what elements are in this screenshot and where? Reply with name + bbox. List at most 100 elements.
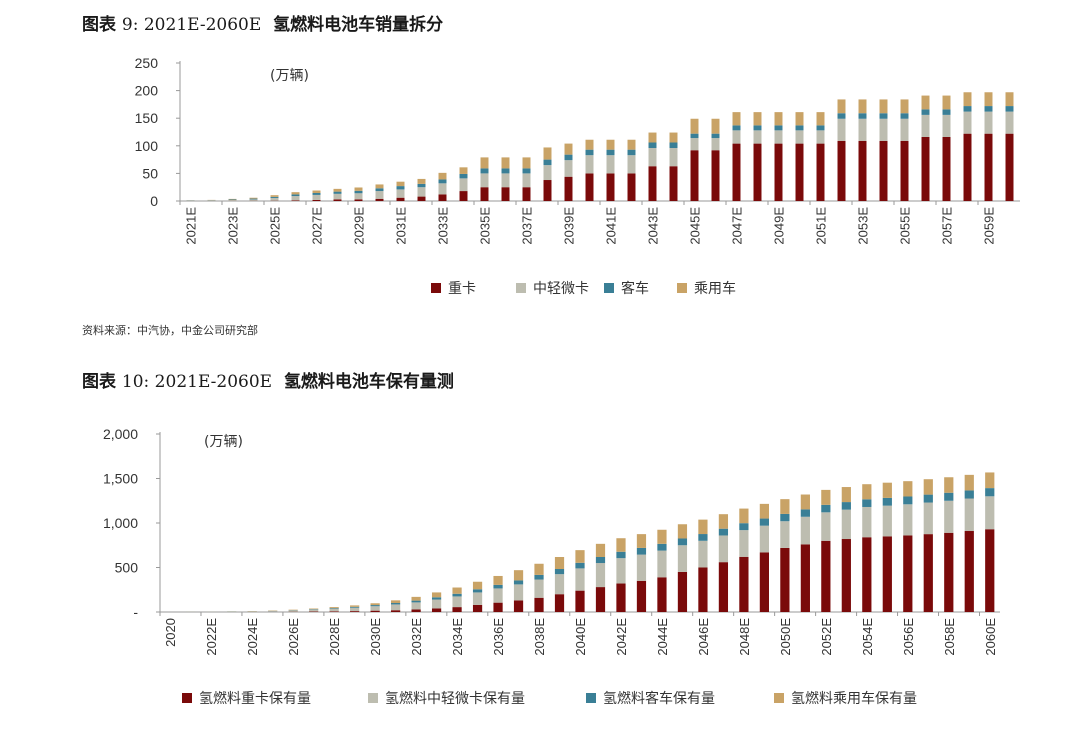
bar-segment-3 <box>543 159 552 166</box>
bar-segment-4 <box>431 592 442 598</box>
bar-segment-2 <box>985 496 995 530</box>
bar-segment-2 <box>228 200 237 201</box>
legend-label-4: 氢燃料乘用车保有量 <box>791 690 917 707</box>
y-tick-label: 150 <box>135 110 159 126</box>
bar-segment-2 <box>942 114 951 137</box>
bar-segment-4 <box>595 543 606 557</box>
x-tick-label: 2042E <box>614 618 629 656</box>
bar-segment-3 <box>534 574 544 580</box>
bar-segment-1 <box>759 552 769 612</box>
bar-segment-1 <box>375 198 384 201</box>
bar-segment-1 <box>858 140 867 201</box>
bar-segment-3 <box>585 149 594 156</box>
bar-segment-1 <box>795 143 804 201</box>
x-tick-label: 2031E <box>394 207 409 245</box>
bar-segment-4 <box>923 479 933 495</box>
bar-segment-4 <box>575 550 585 563</box>
bar-segment-1 <box>312 199 321 201</box>
bar-segment-3 <box>350 606 360 608</box>
bar-segment-4 <box>249 197 258 199</box>
x-tick-label: 2028E <box>327 618 342 656</box>
bar-segment-2 <box>452 596 462 608</box>
bar-segment-4 <box>739 508 749 524</box>
bar-segment-1 <box>616 583 626 612</box>
bar-segment-4 <box>493 575 503 585</box>
x-tick-label: 2038E <box>532 618 547 656</box>
bar-segment-3 <box>698 534 708 541</box>
bar-segment-3 <box>312 193 321 195</box>
bar-segment-4 <box>903 481 913 497</box>
legend-swatch-1 <box>182 693 192 703</box>
bar-segment-1 <box>780 547 790 612</box>
bar-segment-3 <box>396 186 405 190</box>
bar-segment-1 <box>627 173 636 201</box>
bar-segment-4 <box>837 99 846 114</box>
bar-segment-1 <box>459 191 468 201</box>
bar-segment-2 <box>564 160 573 177</box>
bar-segment-1 <box>534 597 544 612</box>
bar-segment-1 <box>964 531 974 612</box>
bar-segment-4 <box>648 132 657 143</box>
bar-segment-3 <box>493 584 503 589</box>
bar-segment-2 <box>963 111 972 134</box>
y-tick-label: 500 <box>115 560 139 576</box>
bar-segment-4 <box>780 499 790 514</box>
bar-segment-3 <box>795 125 804 131</box>
bar-segment-2 <box>595 563 606 588</box>
x-tick-label: 2040E <box>573 618 588 656</box>
bar-segment-4 <box>472 581 483 590</box>
bar-segment-2 <box>690 138 699 151</box>
bar-segment-1 <box>513 600 524 612</box>
bar-segment-4 <box>291 192 300 195</box>
bar-segment-4 <box>606 139 615 150</box>
x-tick-label: 2035E <box>478 207 493 245</box>
bar-segment-3 <box>459 173 468 179</box>
bar-segment-1 <box>774 143 783 201</box>
bar-segment-1 <box>821 540 831 612</box>
bar-segment-3 <box>391 603 401 605</box>
bar-segment-2 <box>391 604 401 611</box>
bar-segment-1 <box>921 136 930 201</box>
bar-segment-4 <box>375 184 384 189</box>
legend-label-1: 重卡 <box>448 281 476 297</box>
bar-segment-3 <box>718 528 729 536</box>
bar-segment-1 <box>984 133 993 201</box>
legend-label-3: 客车 <box>621 280 649 297</box>
x-tick-label: 2056E <box>901 618 916 656</box>
x-tick-label: 2025E <box>268 207 283 245</box>
bar-segment-1 <box>753 143 762 201</box>
bar-segment-3 <box>739 523 749 531</box>
bar-segment-4 <box>270 195 279 197</box>
y-tick-label: 100 <box>135 138 159 154</box>
bar-segment-1 <box>841 539 851 612</box>
bar-segment-1 <box>900 140 909 201</box>
figure1-title: 图表 9: 2021E-2060E 氢燃料电池车销量拆分 <box>82 10 443 35</box>
x-tick-label: 2059E <box>982 207 997 245</box>
bar-segment-2 <box>333 193 342 200</box>
bar-segment-1 <box>718 562 729 612</box>
figure1-source: 资料来源：中汽协，中金公司研究部 <box>82 324 258 337</box>
bar-segment-3 <box>648 142 657 149</box>
y-tick-label: 1,000 <box>103 515 138 531</box>
x-tick-label: 2022E <box>204 618 219 656</box>
bar-segment-4 <box>942 95 951 110</box>
bar-segment-2 <box>501 173 510 188</box>
bar-segment-1 <box>882 536 892 612</box>
x-tick-label: 2029E <box>352 207 367 245</box>
bar-segment-2 <box>606 155 615 174</box>
x-tick-label: 2049E <box>772 207 787 245</box>
x-tick-label: 2053E <box>856 207 871 245</box>
bar-segment-1 <box>711 150 720 201</box>
figure2-title: 图表 10: 2021E-2060E 氢燃料电池车保有量测 <box>82 367 454 392</box>
bar-segment-4 <box>964 474 974 491</box>
bar-segment-3 <box>452 593 462 597</box>
bar-segment-4 <box>354 187 363 191</box>
bar-segment-3 <box>732 125 741 131</box>
legend-label-3: 氢燃料客车保有量 <box>603 690 715 707</box>
bar-segment-1 <box>677 571 688 612</box>
bar-segment-2 <box>862 506 872 538</box>
bar-segment-2 <box>739 530 749 557</box>
bar-segment-3 <box>480 168 489 174</box>
bar-segment-3 <box>522 168 531 174</box>
bar-segment-3 <box>841 502 851 510</box>
